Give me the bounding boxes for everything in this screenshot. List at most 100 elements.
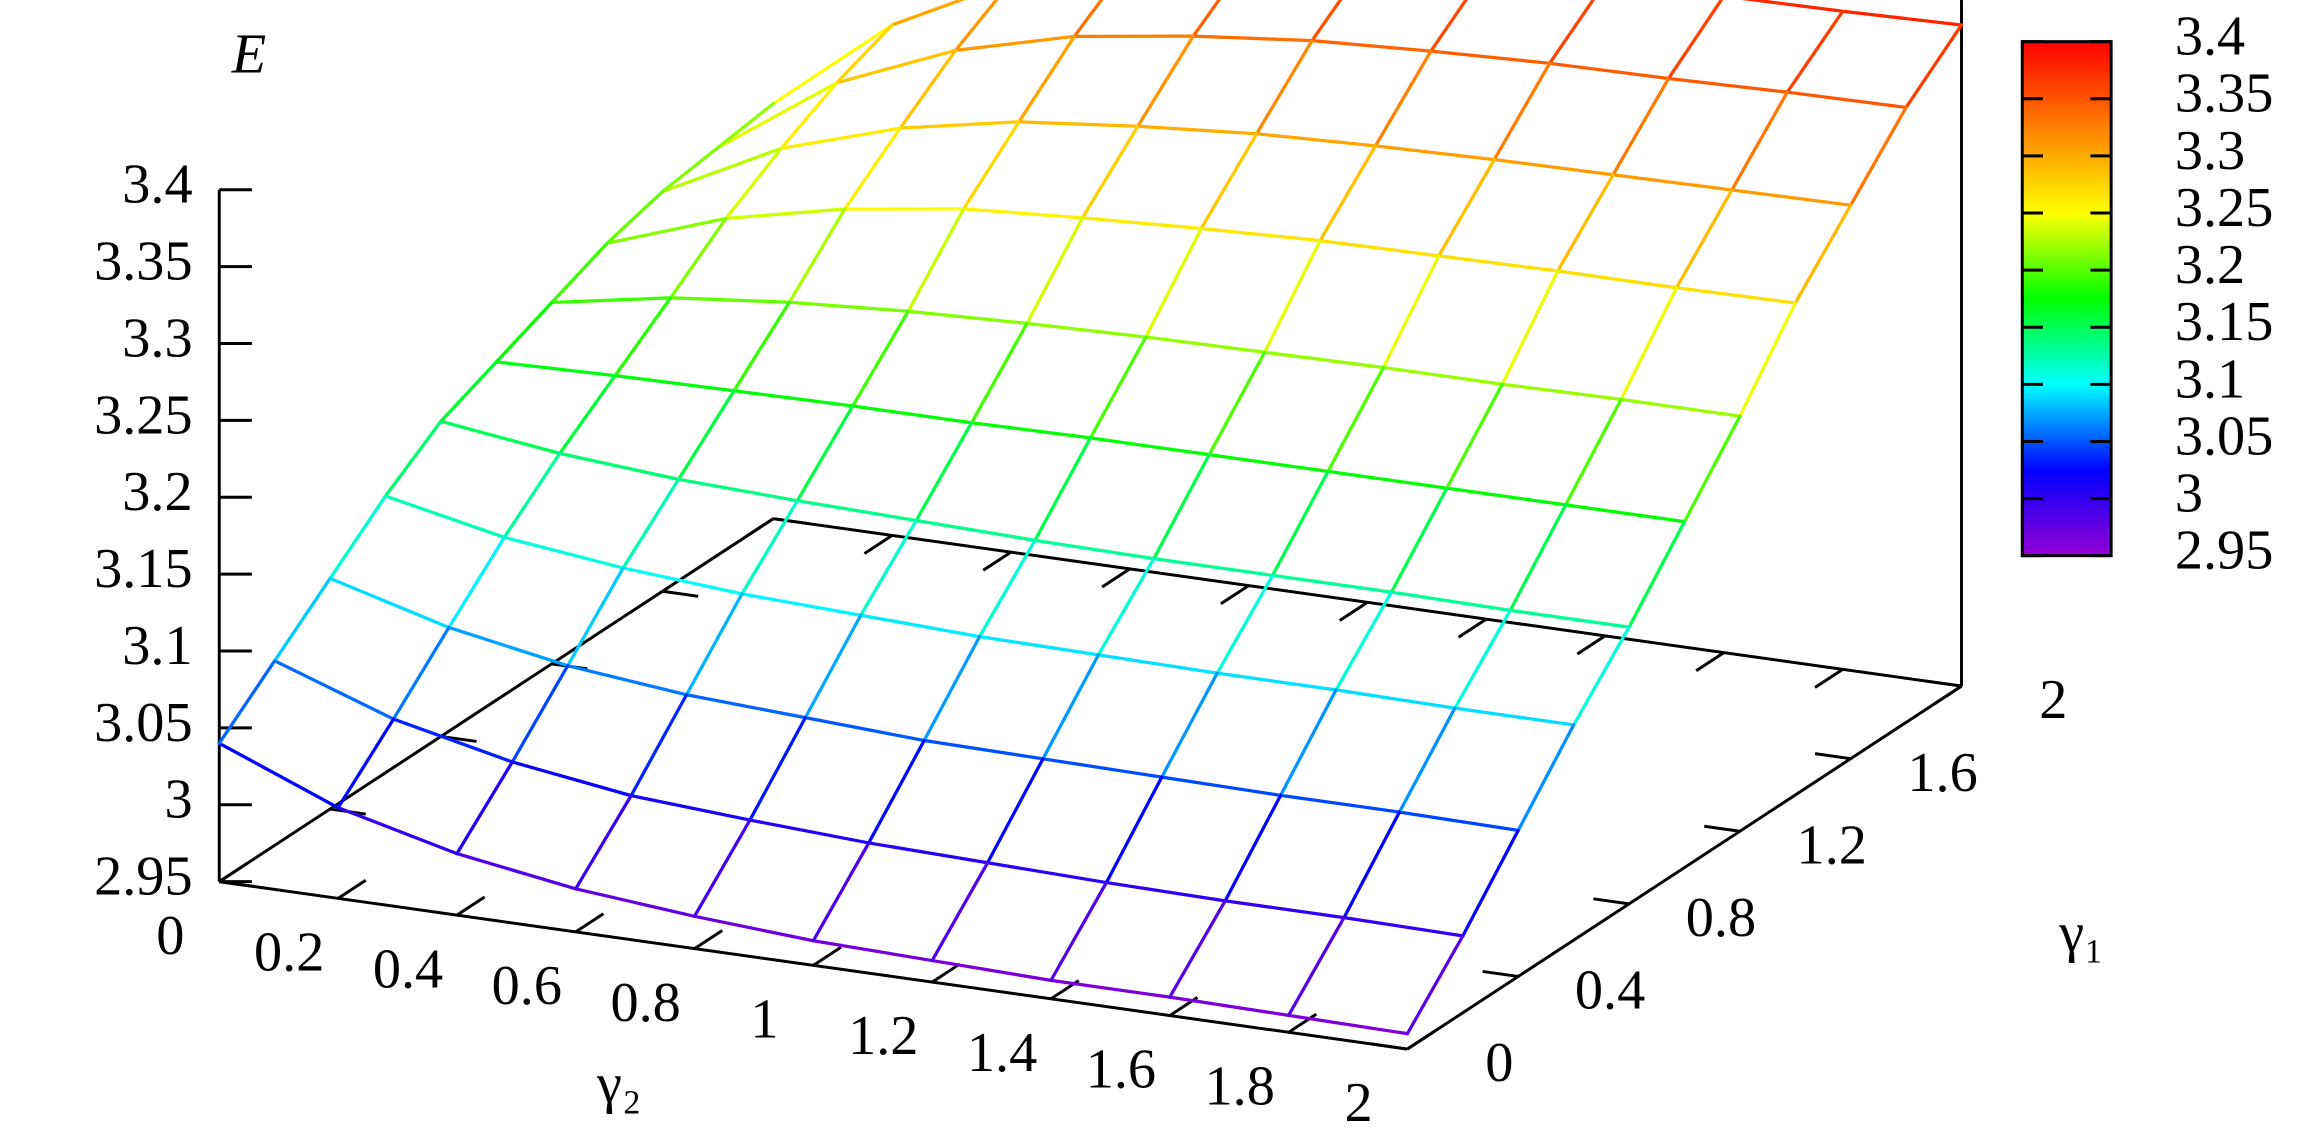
surface-segment: [383, 494, 506, 539]
x-tick: [1406, 1029, 1436, 1051]
y-axis-label: γ₁: [2058, 902, 2104, 964]
y-tick: [1925, 679, 1962, 688]
colorbar-tick-label: 3.2: [2175, 234, 2245, 296]
x-tick-label: 1.6: [1086, 1039, 1156, 1101]
surface-segment: [1168, 995, 1291, 1018]
surface-segment: [1429, 0, 1468, 53]
surface-segment: [455, 851, 578, 891]
x-tick: [982, 550, 1012, 572]
x-tick-label: 1.2: [848, 1005, 918, 1067]
surface-segment: [724, 146, 783, 221]
colorbar-tick-label: 3.15: [2175, 291, 2274, 353]
z-axis-label: E: [231, 23, 266, 85]
x-tick: [1287, 1012, 1318, 1034]
x-tick: [456, 895, 486, 917]
surface-segment: [803, 613, 863, 720]
y-tick-label: 2: [2039, 669, 2067, 731]
surface-segment: [1666, 76, 1789, 94]
surface-segment: [660, 146, 783, 194]
surface-segment: [1049, 978, 1172, 999]
surface-segment: [1674, 188, 1734, 290]
surface-segment: [1254, 132, 1378, 148]
surface-segment: [1666, 0, 1724, 81]
surface-segment: [1741, 0, 1845, 13]
surface-segment: [740, 592, 863, 617]
surface-segment: [1262, 350, 1386, 370]
surface-segment: [447, 625, 570, 668]
surface-segment: [1389, 486, 1449, 594]
surface-segment: [1342, 915, 1465, 938]
surface-segment: [914, 518, 1037, 542]
surface-segment: [843, 126, 902, 211]
surface-segment: [732, 300, 791, 393]
surface-segment: [1453, 608, 1512, 710]
surface-segment: [1310, 0, 1343, 43]
surface-segment: [383, 419, 443, 498]
surface-segment: [1326, 365, 1386, 474]
surface-segment: [494, 300, 554, 364]
surface-segment: [1627, 519, 1687, 629]
surface-segment: [684, 693, 807, 720]
surface-segment: [1033, 436, 1093, 542]
surface-segment: [605, 189, 665, 245]
surface-segment: [1104, 775, 1164, 885]
x-tick: [574, 912, 605, 934]
surface-segment: [1072, 0, 1104, 38]
surface-segment: [1199, 226, 1322, 243]
surface-segment: [1738, 301, 1797, 418]
surface-segment: [748, 818, 871, 845]
y-tick-label: 0.4: [1575, 960, 1645, 1022]
x-tick-label: 0.8: [610, 972, 680, 1034]
surface-segment: [1445, 486, 1568, 507]
surface-segment: [748, 716, 807, 822]
surface-segment: [1381, 254, 1441, 370]
surface-segment: [732, 389, 855, 408]
surface-segment: [1191, 0, 1221, 38]
surface-segment: [1492, 61, 1552, 162]
surface-segment: [1278, 688, 1338, 798]
surface-segment: [716, 81, 839, 150]
base-edge: [1406, 684, 1963, 1051]
surface-segment: [803, 716, 926, 743]
x-tick-label: 1: [750, 989, 778, 1051]
z-tick-label: 3.05: [94, 692, 192, 754]
colorbar-tick-label: 3.25: [2175, 177, 2274, 239]
x-tick-label: 0.2: [254, 922, 324, 984]
surface-segment: [1041, 757, 1164, 779]
surface-segment: [1548, 0, 1595, 65]
colorbar-tick-label: 3.05: [2175, 405, 2274, 467]
surface-segment: [898, 120, 1021, 130]
surface-segment: [1508, 503, 1568, 613]
surface-segment: [668, 216, 728, 300]
surface-segment: [851, 404, 974, 425]
surface-segment: [1334, 590, 1394, 692]
surface-segment: [787, 207, 847, 304]
y-tick: [219, 880, 256, 889]
surface-segment: [1207, 350, 1267, 457]
surface-segment: [574, 793, 633, 891]
y-tick: [1371, 1042, 1408, 1051]
surface-segment: [1429, 49, 1552, 65]
surface-segment: [1278, 793, 1402, 814]
surface-segment: [835, 23, 894, 85]
surface-segment: [1548, 61, 1671, 81]
surface-segment: [1096, 556, 1156, 657]
surface-segment: [1199, 132, 1259, 231]
surface-segment: [1152, 556, 1275, 577]
surface-segment: [1373, 49, 1433, 148]
surface-segment: [1025, 216, 1085, 326]
surface-segment: [1674, 286, 1797, 305]
surface-segment: [1793, 203, 1853, 305]
surface-segment: [1556, 269, 1679, 290]
surface-segment: [922, 634, 982, 743]
surface-segment: [811, 841, 871, 943]
y-tick-label: 0.8: [1686, 887, 1756, 949]
surface-segment: [574, 887, 697, 918]
x-tick: [337, 878, 367, 900]
surface-segment: [558, 373, 617, 456]
surface-segment: [1397, 810, 1520, 833]
surface-segment: [605, 216, 728, 245]
surface-segment: [1286, 915, 1346, 1018]
x-tick: [693, 929, 724, 950]
surface-segment: [1619, 286, 1679, 402]
